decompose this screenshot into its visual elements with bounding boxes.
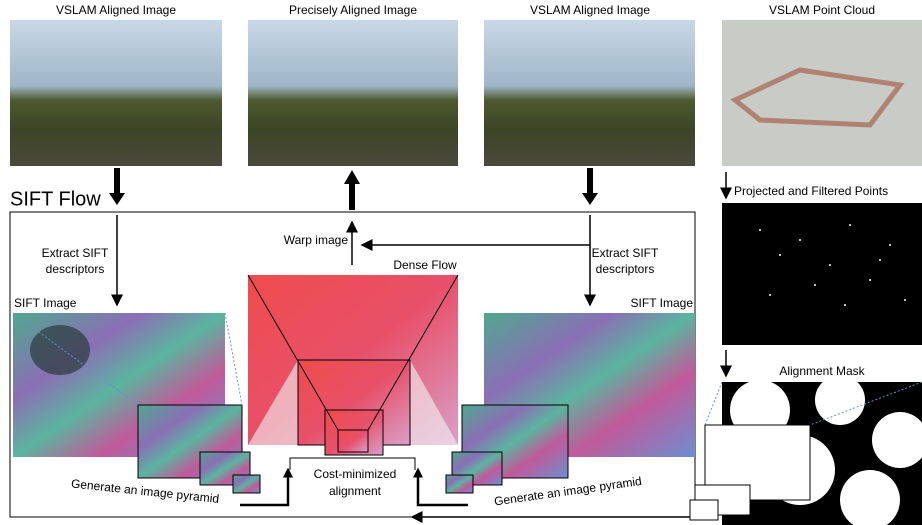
step-label: Extract SIFT	[592, 246, 659, 260]
points	[759, 224, 906, 306]
mask-level	[689, 499, 719, 521]
pyramid-level	[232, 474, 261, 494]
image-label: VSLAM Point Cloud	[769, 3, 875, 17]
photo	[484, 20, 695, 166]
step-label: descriptors	[596, 262, 655, 276]
image-label: SIFT Image	[631, 296, 694, 310]
image-label: Precisely Aligned Image	[289, 3, 417, 17]
projection-line	[224, 312, 243, 406]
step-label: alignment	[329, 484, 382, 498]
step-label: Cost-minimized	[314, 467, 397, 481]
step-label: Generate an image pyramid	[70, 476, 219, 505]
step-label: Generate an image pyramid	[493, 474, 642, 509]
projection-line	[247, 274, 339, 431]
arrow-head	[109, 193, 125, 205]
section-title: SIFT Flow	[10, 188, 101, 210]
photo	[10, 20, 222, 166]
step-label: descriptors	[46, 262, 105, 276]
bracket	[289, 457, 416, 470]
flow-level	[337, 429, 369, 453]
projection-line	[704, 381, 723, 426]
step-label: Extract SIFT	[42, 246, 109, 260]
arrow-head	[344, 170, 360, 184]
point-cloud-shape	[730, 67, 905, 128]
image-label: Alignment Mask	[779, 364, 865, 378]
points-image	[722, 203, 922, 345]
projection-line	[367, 274, 459, 431]
arrow-head	[582, 193, 598, 205]
arrow	[413, 467, 468, 507]
image-label: Dense Flow	[393, 258, 457, 272]
sift-feature	[30, 325, 90, 375]
image-label: VSLAM Aligned Image	[56, 3, 176, 17]
image-label: SIFT Image	[14, 296, 77, 310]
pyramid-level	[445, 474, 474, 494]
image-label: Projected and Filtered Points	[734, 184, 888, 198]
photo	[248, 20, 458, 166]
step-label: Warp image	[284, 233, 349, 247]
projection-line	[12, 312, 139, 406]
arrow	[240, 467, 293, 507]
image-label: VSLAM Aligned Image	[530, 3, 650, 17]
